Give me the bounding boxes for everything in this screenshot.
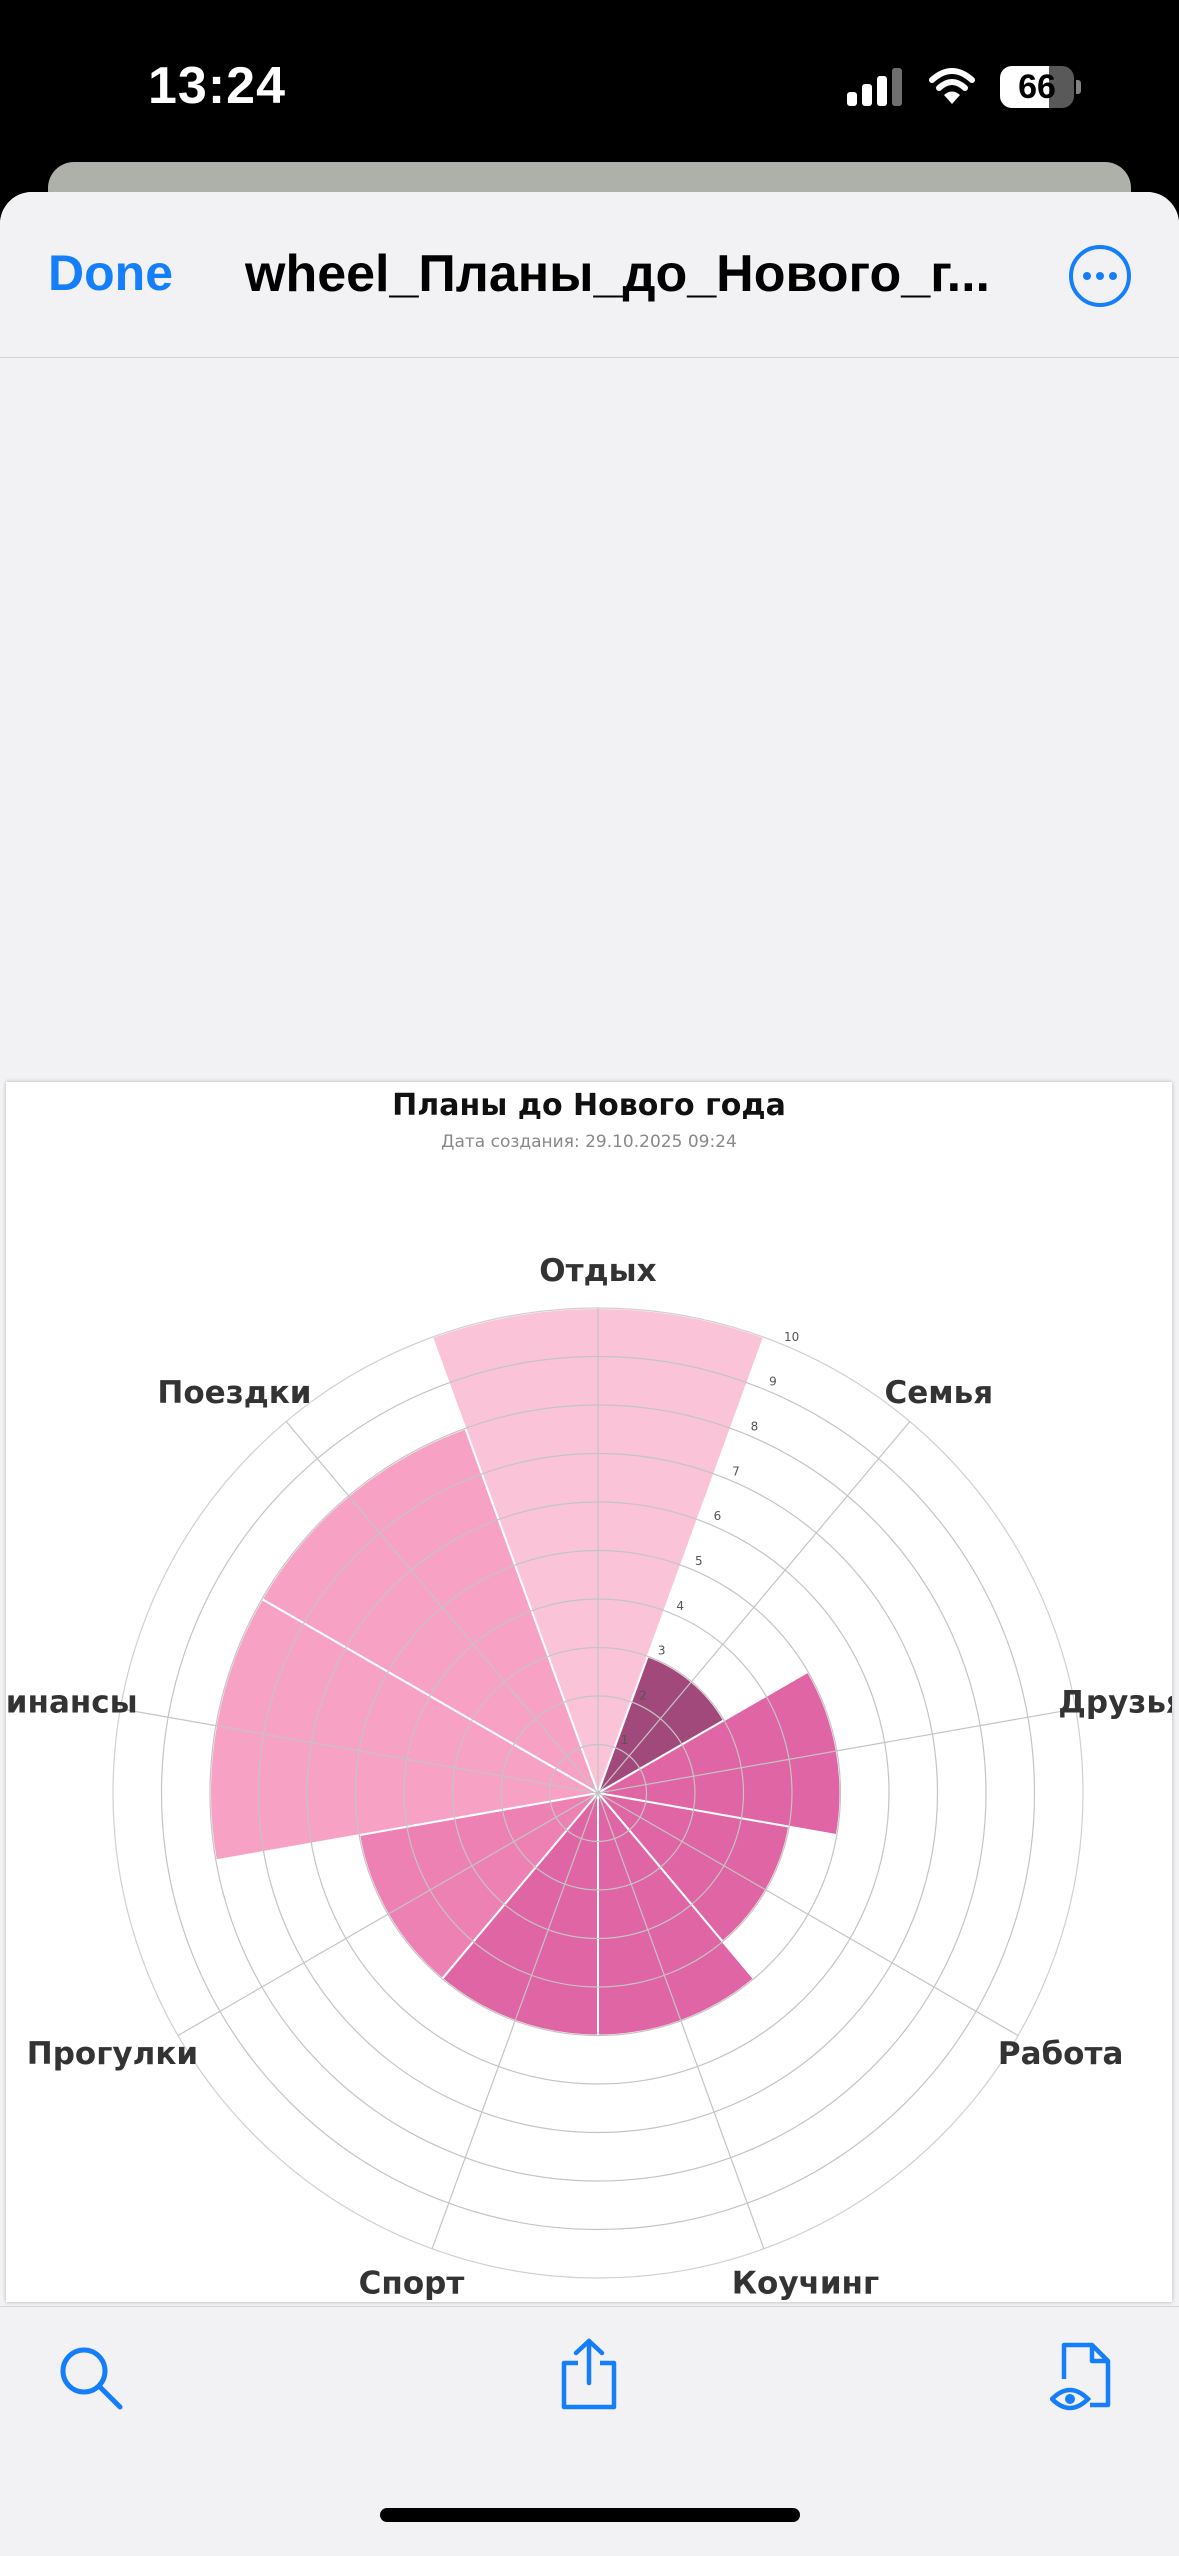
grid-spoke <box>597 1708 1076 1794</box>
radial-tick-label: 1 <box>621 1733 629 1747</box>
navigation-bar: Done wheel_Планы_до_Нового_г... <box>0 192 1179 358</box>
document-viewer-icon[interactable] <box>1050 2339 1116 2415</box>
category-label: Работа <box>998 2036 1123 2072</box>
category-label: Коучинг <box>732 2266 879 2302</box>
signal-icon <box>847 68 902 106</box>
grid-spoke <box>177 1792 599 2037</box>
share-icon[interactable] <box>556 2337 622 2411</box>
document-viewer-area[interactable]: Планы до Нового года Дата создания: 29.1… <box>0 359 1179 2309</box>
status-time: 13:24 <box>148 57 286 115</box>
battery-cap <box>1076 80 1081 94</box>
chart-subtitle: Дата создания: 29.10.2025 09:24 <box>441 1132 737 1152</box>
document-sheet: Done wheel_Планы_до_Нового_г... Планы до… <box>0 192 1179 2556</box>
category-label: Отдых <box>539 1253 656 1289</box>
category-label: Спорт <box>359 2266 465 2302</box>
grid-spoke <box>120 1708 599 1794</box>
grid-spoke <box>597 1792 765 2250</box>
home-indicator <box>380 2508 800 2522</box>
wheel-chart: 1 2 3 4 5 6 7 8 9 10 Отдых Семья Друзья Работа Коучин… <box>6 1253 1172 2302</box>
grid-spoke <box>597 1792 1019 2037</box>
battery-icon: 66 <box>1000 66 1081 108</box>
radial-tick-label: 2 <box>639 1688 647 1702</box>
document-title: wheel_Планы_до_Нового_г... <box>245 245 990 303</box>
category-label: Поездки <box>157 1375 311 1411</box>
ellipsis-circle-icon[interactable] <box>1068 244 1132 308</box>
category-label: Прогулки <box>27 2036 198 2072</box>
radial-tick-label: 3 <box>658 1644 666 1658</box>
radial-tick-label: 7 <box>732 1464 740 1478</box>
radial-tick-label: 9 <box>769 1375 777 1389</box>
grid-spoke <box>431 1792 599 2250</box>
radial-tick-label: 10 <box>784 1330 799 1344</box>
search-icon[interactable] <box>58 2345 124 2411</box>
wifi-icon <box>929 68 975 104</box>
done-button[interactable]: Done <box>48 245 173 301</box>
battery-fill <box>1000 66 1049 108</box>
radial-tick-label: 6 <box>714 1509 722 1523</box>
category-label: Финансы <box>6 1684 138 1720</box>
category-label: Друзья <box>1058 1684 1172 1720</box>
grid-spoke <box>597 1421 911 1794</box>
battery-body: 66 <box>1000 66 1074 108</box>
radial-tick-label: 4 <box>676 1599 684 1613</box>
chart-title: Планы до Нового года <box>392 1088 786 1123</box>
status-bar: 13:24 66 <box>0 0 1179 160</box>
document-page: Планы до Нового года Дата создания: 29.1… <box>6 1082 1172 2302</box>
category-label: Семья <box>885 1375 994 1411</box>
grid-spoke <box>285 1421 599 1794</box>
battery-level-label: 66 <box>1018 68 1056 106</box>
radial-tick-label: 8 <box>751 1420 759 1434</box>
radial-tick-label: 5 <box>695 1554 703 1568</box>
